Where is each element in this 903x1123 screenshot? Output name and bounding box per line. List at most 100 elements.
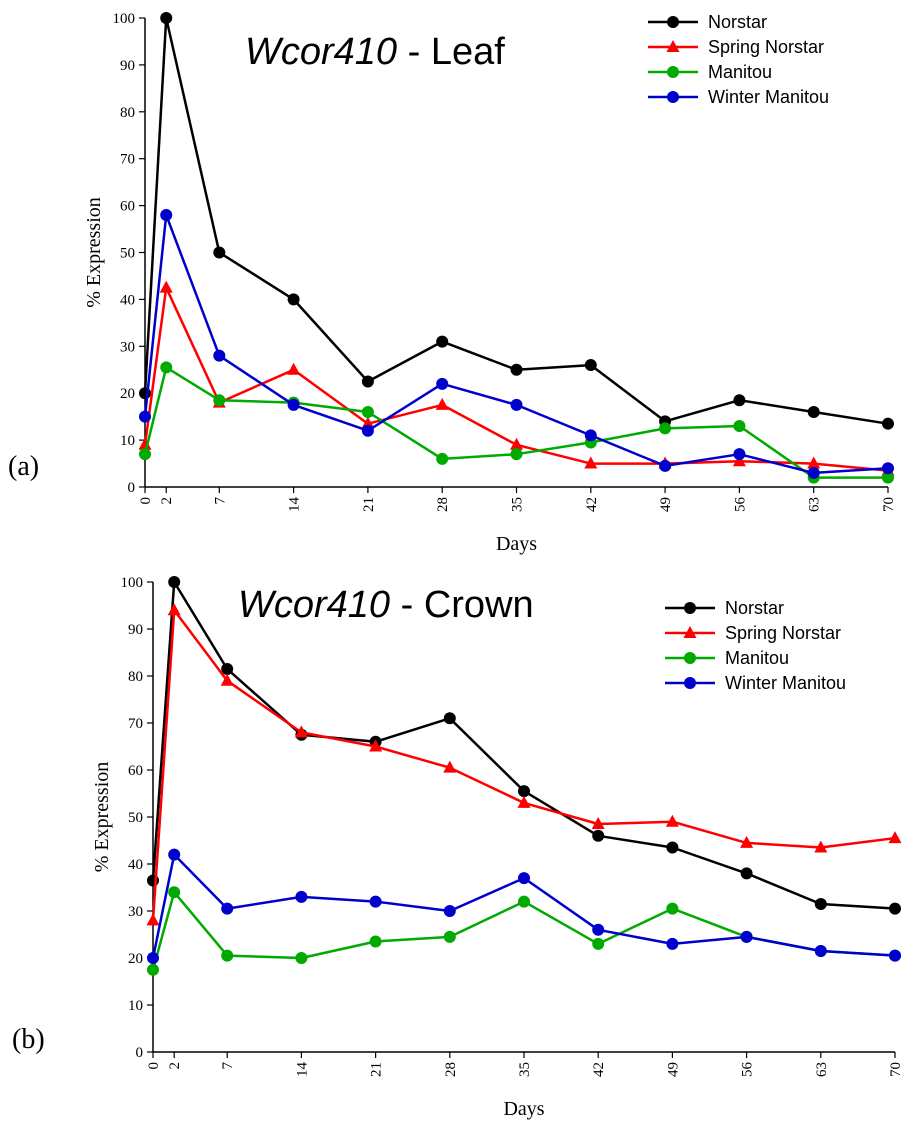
data-point (147, 963, 159, 976)
y-tick-label: 20 (128, 951, 143, 967)
data-point (443, 760, 457, 773)
data-point (510, 363, 523, 376)
legend-entry: Norstar (665, 598, 784, 618)
legend-label: Norstar (708, 12, 767, 32)
legend-marker (667, 91, 679, 103)
data-point (369, 739, 383, 752)
data-point (814, 840, 828, 853)
panel-label: (b) (12, 1024, 45, 1055)
data-point (361, 405, 374, 418)
data-point (732, 454, 746, 467)
legend-label: Spring Norstar (708, 37, 824, 57)
x-tick-label: 0 (146, 1062, 162, 1070)
x-tick-label: 56 (732, 497, 748, 513)
data-point (436, 335, 449, 348)
data-point (147, 952, 159, 964)
y-tick-label: 80 (128, 669, 143, 685)
legend-entry: Spring Norstar (648, 37, 824, 57)
y-tick-label: 0 (128, 480, 136, 496)
y-tick-label: 60 (120, 199, 135, 215)
x-tick-label: 35 (517, 1062, 533, 1077)
x-axis-label: Days (496, 533, 537, 555)
x-tick-label: 42 (591, 1062, 607, 1077)
series-line (143, 286, 889, 472)
data-point (287, 398, 300, 411)
title-tissue: - Leaf (397, 31, 505, 73)
data-point (167, 603, 181, 616)
legend-entry: Winter Manitou (648, 87, 829, 107)
x-tick-label: 56 (740, 1062, 756, 1078)
data-point (287, 293, 300, 306)
legend-label: Manitou (725, 648, 789, 668)
x-tick-label: 21 (361, 497, 377, 512)
y-tick-label: 10 (120, 433, 135, 449)
data-point (814, 944, 827, 957)
data-point (592, 829, 605, 842)
legend-label: Norstar (725, 598, 784, 618)
series-line (143, 16, 889, 425)
legend-marker (683, 626, 697, 638)
data-point (443, 930, 456, 943)
data-point (517, 795, 531, 808)
data-point (882, 417, 894, 430)
x-tick-label: 28 (435, 497, 451, 512)
data-point (221, 662, 234, 675)
y-axis-label: % Expression (91, 762, 113, 873)
legend-entry: Manitou (665, 648, 789, 668)
legend-label: Manitou (708, 62, 772, 82)
x-tick-label: 49 (658, 497, 674, 512)
y-tick-label: 40 (120, 292, 135, 308)
x-tick-label: 70 (888, 1062, 903, 1077)
y-tick-label: 10 (128, 998, 143, 1014)
x-tick-label: 42 (584, 497, 600, 512)
data-point (443, 712, 456, 725)
x-tick-label: 28 (443, 1062, 459, 1077)
data-point (518, 895, 530, 908)
series-winter-manitou (147, 848, 901, 964)
legend-marker (684, 677, 696, 689)
series-manitou (147, 886, 901, 976)
y-tick-label: 40 (128, 857, 143, 873)
data-point (740, 835, 754, 848)
data-point (221, 949, 234, 962)
data-point (510, 448, 523, 461)
data-point (168, 848, 181, 861)
y-tick-label: 30 (128, 904, 143, 920)
data-point (436, 377, 449, 390)
legend-marker (684, 602, 696, 614)
data-point (740, 930, 753, 943)
series-spring-norstar (146, 603, 902, 926)
data-point (139, 410, 151, 423)
x-tick-label: 14 (287, 497, 303, 513)
data-point (160, 208, 173, 221)
legend-marker (684, 652, 696, 664)
data-point (814, 897, 827, 910)
x-tick-label: 7 (220, 1062, 236, 1070)
legend-entry: Spring Norstar (665, 623, 841, 643)
data-point (584, 456, 598, 469)
series-line (151, 580, 896, 910)
data-point (592, 923, 605, 936)
y-tick-label: 60 (128, 763, 143, 779)
legend-entry: Manitou (648, 62, 772, 82)
data-point (369, 935, 382, 948)
data-point (220, 673, 234, 686)
data-point (659, 422, 672, 435)
x-tick-label: 2 (159, 497, 175, 505)
x-tick-label: 0 (138, 497, 154, 505)
data-point (287, 362, 301, 375)
legend-marker (667, 16, 679, 28)
data-point (294, 725, 308, 738)
chart-title: Wcor410 - Crown (238, 584, 534, 626)
y-tick-label: 20 (120, 386, 135, 402)
series-line (151, 853, 896, 959)
x-tick-label: 63 (807, 497, 823, 512)
data-point (733, 394, 746, 407)
title-gene: Wcor410 (238, 584, 390, 626)
data-point (666, 841, 679, 854)
data-point (361, 424, 374, 437)
data-point (139, 387, 151, 400)
title-gene: Wcor410 (245, 31, 397, 73)
